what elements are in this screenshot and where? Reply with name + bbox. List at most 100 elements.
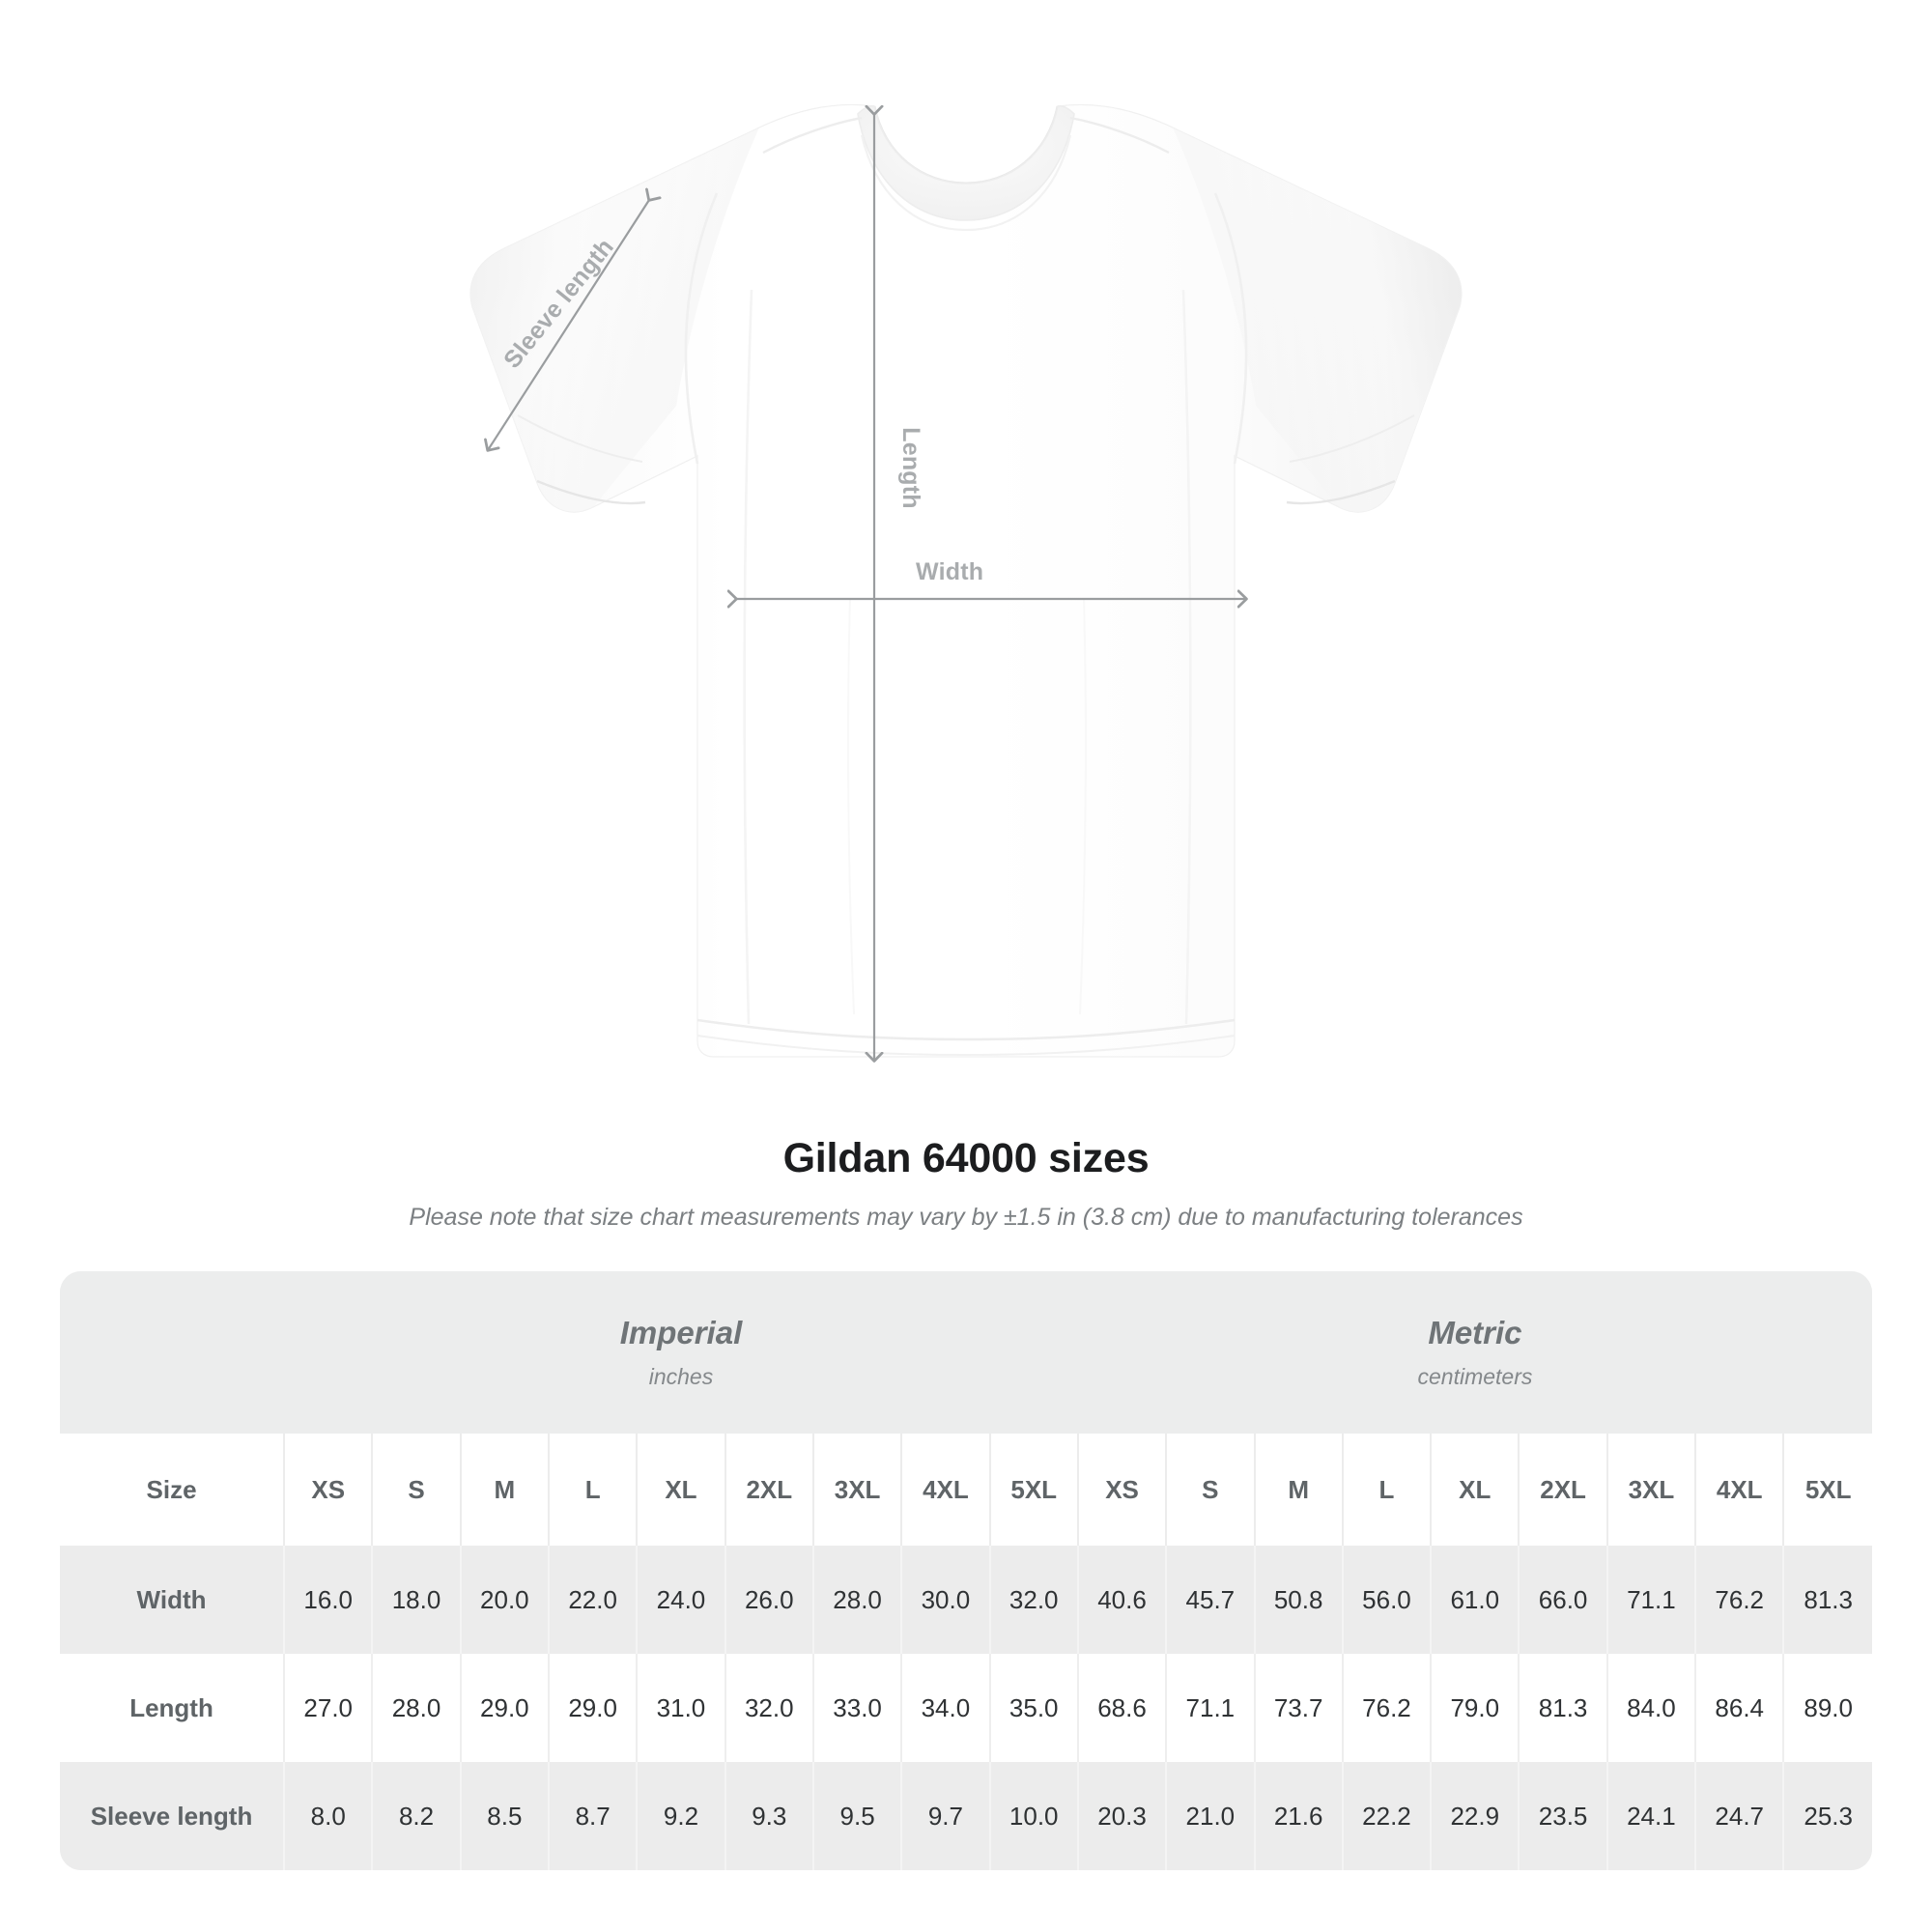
width-cell: 28.0	[811, 1546, 902, 1654]
size-cell: 5XL	[988, 1434, 1078, 1546]
metric-unit-name: Metric	[1428, 1315, 1522, 1350]
sleeve-cell: 8.7	[547, 1762, 638, 1870]
rowhead-size: Size	[60, 1434, 285, 1546]
imperial-unit-sub: inches	[648, 1364, 714, 1389]
length-cell: 81.3	[1518, 1654, 1607, 1762]
sleeve-cell: 8.5	[459, 1762, 549, 1870]
length-cell: 71.1	[1165, 1654, 1255, 1762]
length-cell: 76.2	[1341, 1654, 1432, 1762]
length-cell: 73.7	[1253, 1654, 1343, 1762]
tshirt-illustration	[469, 103, 1463, 1121]
width-cell: 56.0	[1341, 1546, 1432, 1654]
sleeve-cell: 8.2	[371, 1762, 461, 1870]
sleeve-length-arrow	[488, 200, 649, 450]
size-cell: 5XL	[1782, 1434, 1872, 1546]
sleeve-cell: 23.5	[1518, 1762, 1607, 1870]
length-cell: 31.0	[636, 1654, 725, 1762]
size-cell: XL	[636, 1434, 725, 1546]
width-cell: 45.7	[1165, 1546, 1255, 1654]
sleeve-cell: 9.7	[900, 1762, 990, 1870]
measurement-arrows	[488, 114, 1246, 1061]
rowhead-width: Width	[60, 1546, 285, 1654]
length-cell: 86.4	[1694, 1654, 1784, 1762]
width-cell: 76.2	[1694, 1546, 1784, 1654]
length-cell: 27.0	[283, 1654, 373, 1762]
size-cell: 4XL	[1694, 1434, 1784, 1546]
sleeve-cell: 9.3	[724, 1762, 813, 1870]
size-cell: XS	[283, 1434, 373, 1546]
imperial-unit-header: Imperial inches	[284, 1271, 1078, 1434]
sleeve-cell: 21.0	[1165, 1762, 1255, 1870]
length-cell: 33.0	[811, 1654, 902, 1762]
width-cell: 66.0	[1518, 1546, 1607, 1654]
width-cell: 32.0	[988, 1546, 1078, 1654]
width-cell: 16.0	[283, 1546, 373, 1654]
sleeve-cell: 20.3	[1076, 1762, 1167, 1870]
sleeve-cell: 9.5	[811, 1762, 902, 1870]
length-cell: 89.0	[1782, 1654, 1872, 1762]
table-row-sleeve-length: Sleeve length 8.0 8.2 8.5 8.7 9.2 9.3 9.…	[60, 1762, 1872, 1870]
size-chart-table-container: Imperial inches Metric centimeters Size …	[60, 1271, 1872, 1870]
width-cell: 61.0	[1430, 1546, 1520, 1654]
sleeve-cell: 10.0	[988, 1762, 1078, 1870]
width-cell: 20.0	[459, 1546, 549, 1654]
size-cell: 3XL	[1605, 1434, 1696, 1546]
length-cell: 32.0	[724, 1654, 813, 1762]
size-cell: M	[1253, 1434, 1343, 1546]
sleeve-cell: 21.6	[1253, 1762, 1343, 1870]
width-cell: 40.6	[1076, 1546, 1167, 1654]
length-cell: 79.0	[1430, 1654, 1520, 1762]
size-cell: 2XL	[1518, 1434, 1607, 1546]
sleeve-cell: 22.2	[1341, 1762, 1432, 1870]
title-block: Gildan 64000 sizes Please note that size…	[0, 1135, 1932, 1232]
table-row-length: Length 27.0 28.0 29.0 29.0 31.0 32.0 33.…	[60, 1654, 1872, 1762]
length-label: Length	[896, 427, 924, 509]
width-cell: 81.3	[1782, 1546, 1872, 1654]
length-cell: 68.6	[1076, 1654, 1167, 1762]
width-cell: 22.0	[547, 1546, 638, 1654]
width-cell: 71.1	[1605, 1546, 1696, 1654]
size-cell: L	[547, 1434, 638, 1546]
size-cell: 3XL	[811, 1434, 902, 1546]
tolerance-note: Please note that size chart measurements…	[409, 1204, 1523, 1231]
unit-banner-row: Imperial inches Metric centimeters	[60, 1271, 1872, 1434]
size-cell: S	[1165, 1434, 1255, 1546]
length-cell: 34.0	[900, 1654, 990, 1762]
size-cell: L	[1341, 1434, 1432, 1546]
size-cell: 2XL	[724, 1434, 813, 1546]
rowhead-length: Length	[60, 1654, 285, 1762]
width-cell: 18.0	[371, 1546, 461, 1654]
table-row-width: Width 16.0 18.0 20.0 22.0 24.0 26.0 28.0…	[60, 1546, 1872, 1654]
size-chart-table: Imperial inches Metric centimeters Size …	[60, 1271, 1872, 1870]
width-cell: 26.0	[724, 1546, 813, 1654]
shirt-silhouette	[469, 103, 1463, 1058]
size-cell: S	[371, 1434, 461, 1546]
size-cell: 4XL	[900, 1434, 990, 1546]
length-cell: 35.0	[988, 1654, 1078, 1762]
page-title: Gildan 64000 sizes	[782, 1135, 1150, 1181]
length-cell: 84.0	[1605, 1654, 1696, 1762]
metric-unit-header: Metric centimeters	[1077, 1271, 1872, 1434]
width-cell: 24.0	[636, 1546, 725, 1654]
length-cell: 28.0	[371, 1654, 461, 1762]
unit-banner-spacer	[60, 1271, 285, 1434]
table-row-size: Size XS S M L XL 2XL 3XL 4XL 5XL XS S M …	[60, 1434, 1872, 1546]
sleeve-cell: 24.7	[1694, 1762, 1784, 1870]
size-cell: M	[459, 1434, 549, 1546]
length-cell: 29.0	[547, 1654, 638, 1762]
width-cell: 30.0	[900, 1546, 990, 1654]
rowhead-sleeve-length: Sleeve length	[60, 1762, 285, 1870]
size-cell: XS	[1076, 1434, 1167, 1546]
sleeve-cell: 8.0	[283, 1762, 373, 1870]
width-label: Width	[916, 558, 984, 585]
sleeve-cell: 24.1	[1605, 1762, 1696, 1870]
sleeve-cell: 25.3	[1782, 1762, 1872, 1870]
size-cell: XL	[1430, 1434, 1520, 1546]
width-cell: 50.8	[1253, 1546, 1343, 1654]
length-cell: 29.0	[459, 1654, 549, 1762]
metric-unit-sub: centimeters	[1417, 1364, 1533, 1389]
sleeve-cell: 9.2	[636, 1762, 725, 1870]
imperial-unit-name: Imperial	[619, 1315, 743, 1350]
tshirt-diagram: Sleeve length Length Width	[469, 103, 1463, 1121]
